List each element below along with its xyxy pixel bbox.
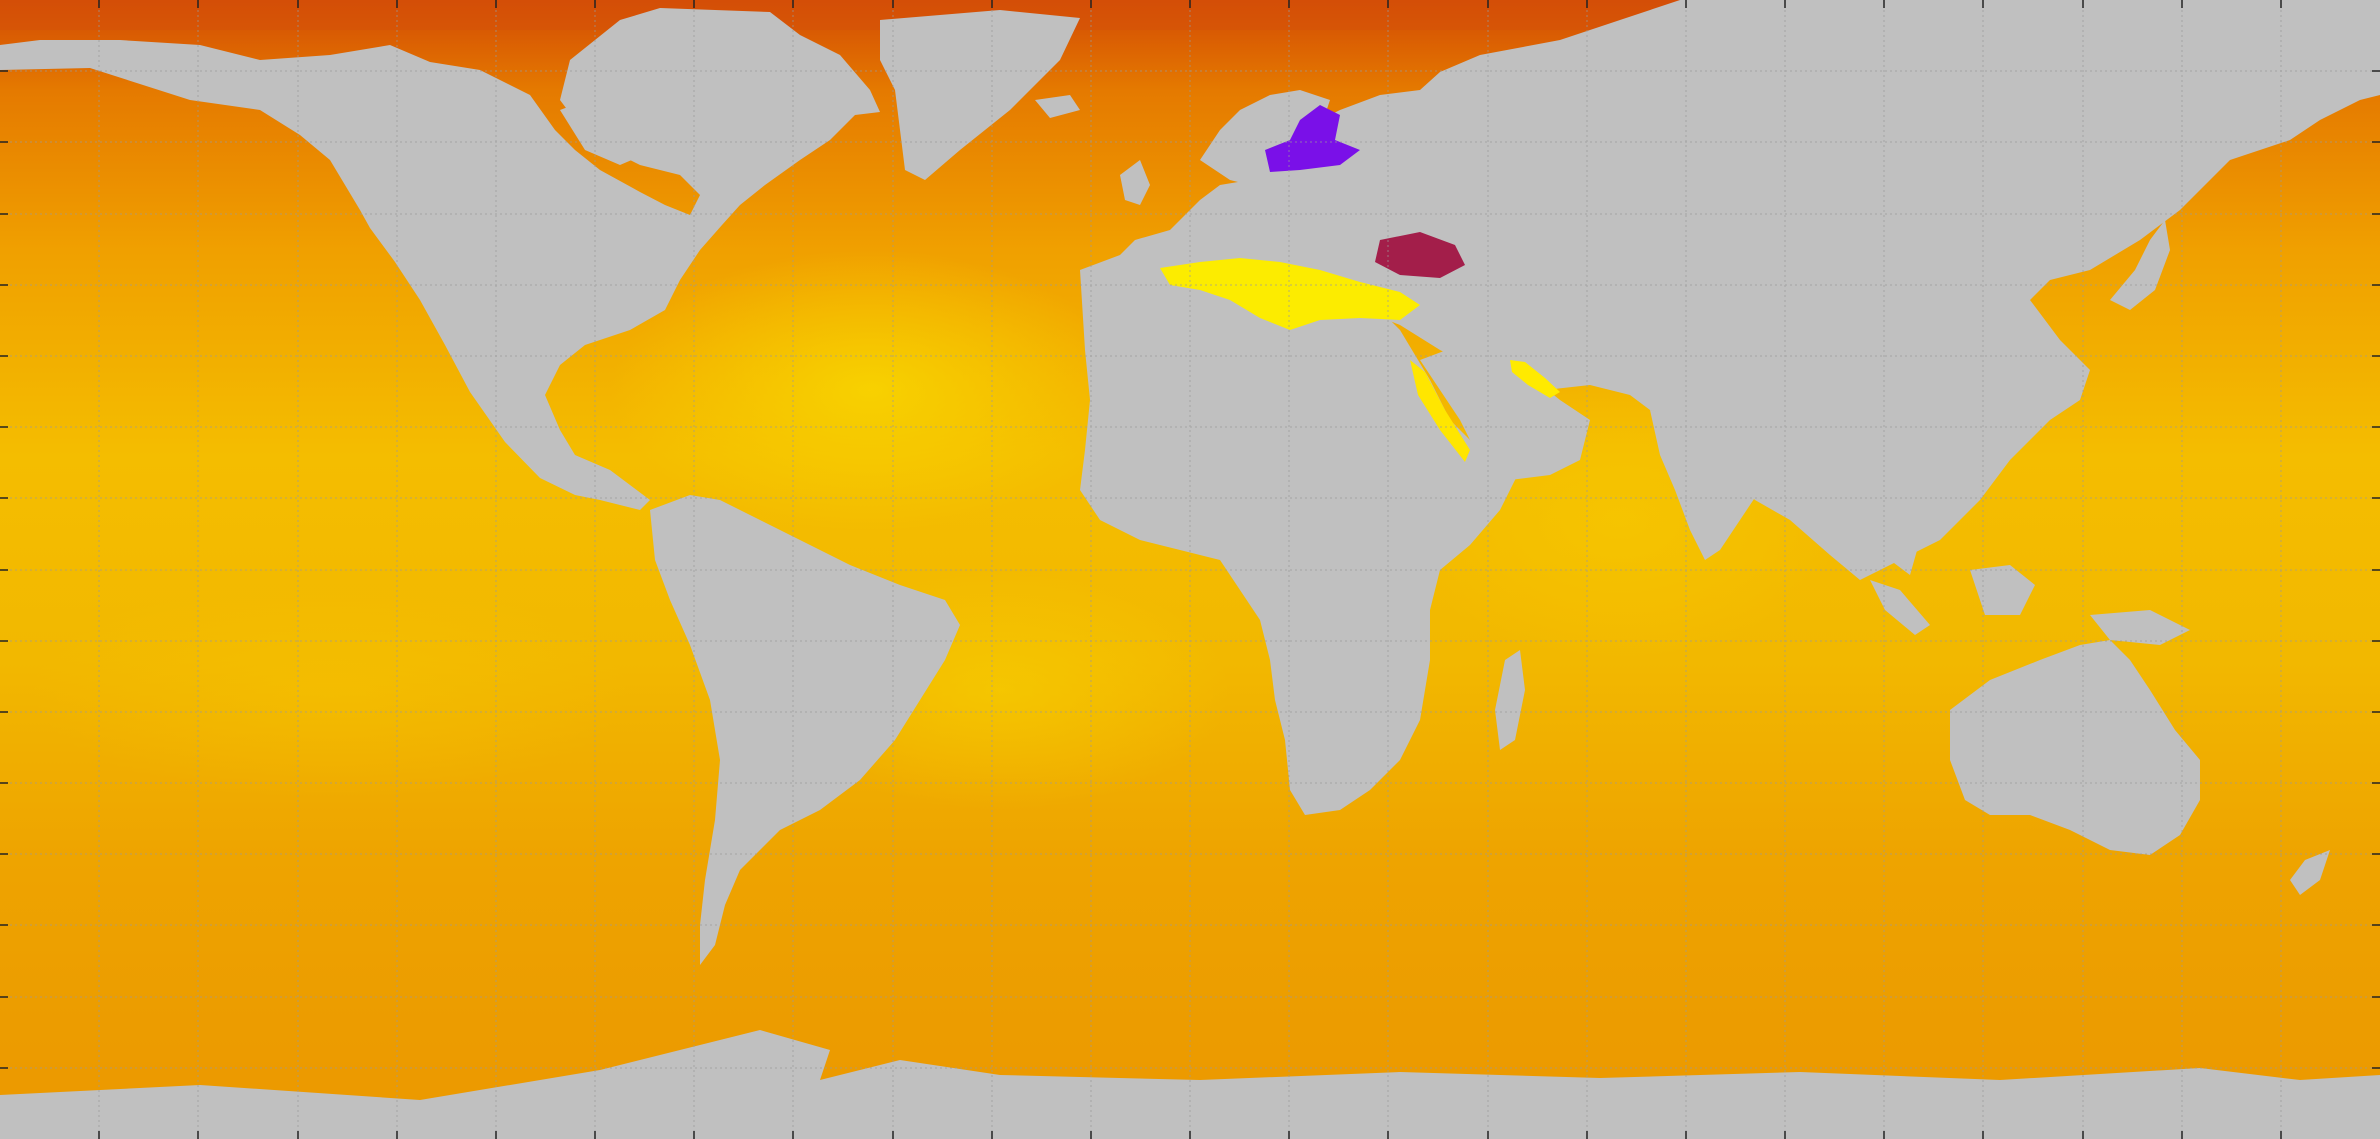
europe-asia-land bbox=[1120, 0, 2380, 580]
south-america-land bbox=[650, 495, 960, 965]
hudson-bay-land bbox=[560, 95, 655, 165]
mediterranean-sea bbox=[1160, 258, 1420, 330]
persian-gulf bbox=[1510, 360, 1560, 398]
arabia-land bbox=[1420, 345, 1590, 480]
new-guinea-land bbox=[2090, 610, 2190, 645]
atlantic-warm-zone bbox=[610, 250, 1130, 530]
black-sea bbox=[1375, 232, 1465, 278]
madagascar-land bbox=[1495, 650, 1525, 750]
india-land bbox=[1650, 410, 1770, 560]
sumatra-land bbox=[1870, 580, 1930, 635]
red-sea bbox=[1410, 360, 1470, 462]
borneo-land bbox=[1970, 565, 2035, 615]
japan-land bbox=[2110, 220, 2170, 310]
new-zealand-land bbox=[2290, 850, 2330, 895]
pacific-warm-zone bbox=[30, 580, 630, 800]
australia-land bbox=[1950, 640, 2200, 855]
iceland-land bbox=[1035, 95, 1080, 118]
scandinavia-land bbox=[1200, 90, 1330, 185]
uk-land bbox=[1120, 160, 1150, 205]
greenland-land bbox=[880, 10, 1080, 180]
southeast-asia-land bbox=[1830, 470, 1920, 575]
north-america-land bbox=[0, 8, 880, 510]
enclosed-seas bbox=[1160, 105, 1560, 462]
